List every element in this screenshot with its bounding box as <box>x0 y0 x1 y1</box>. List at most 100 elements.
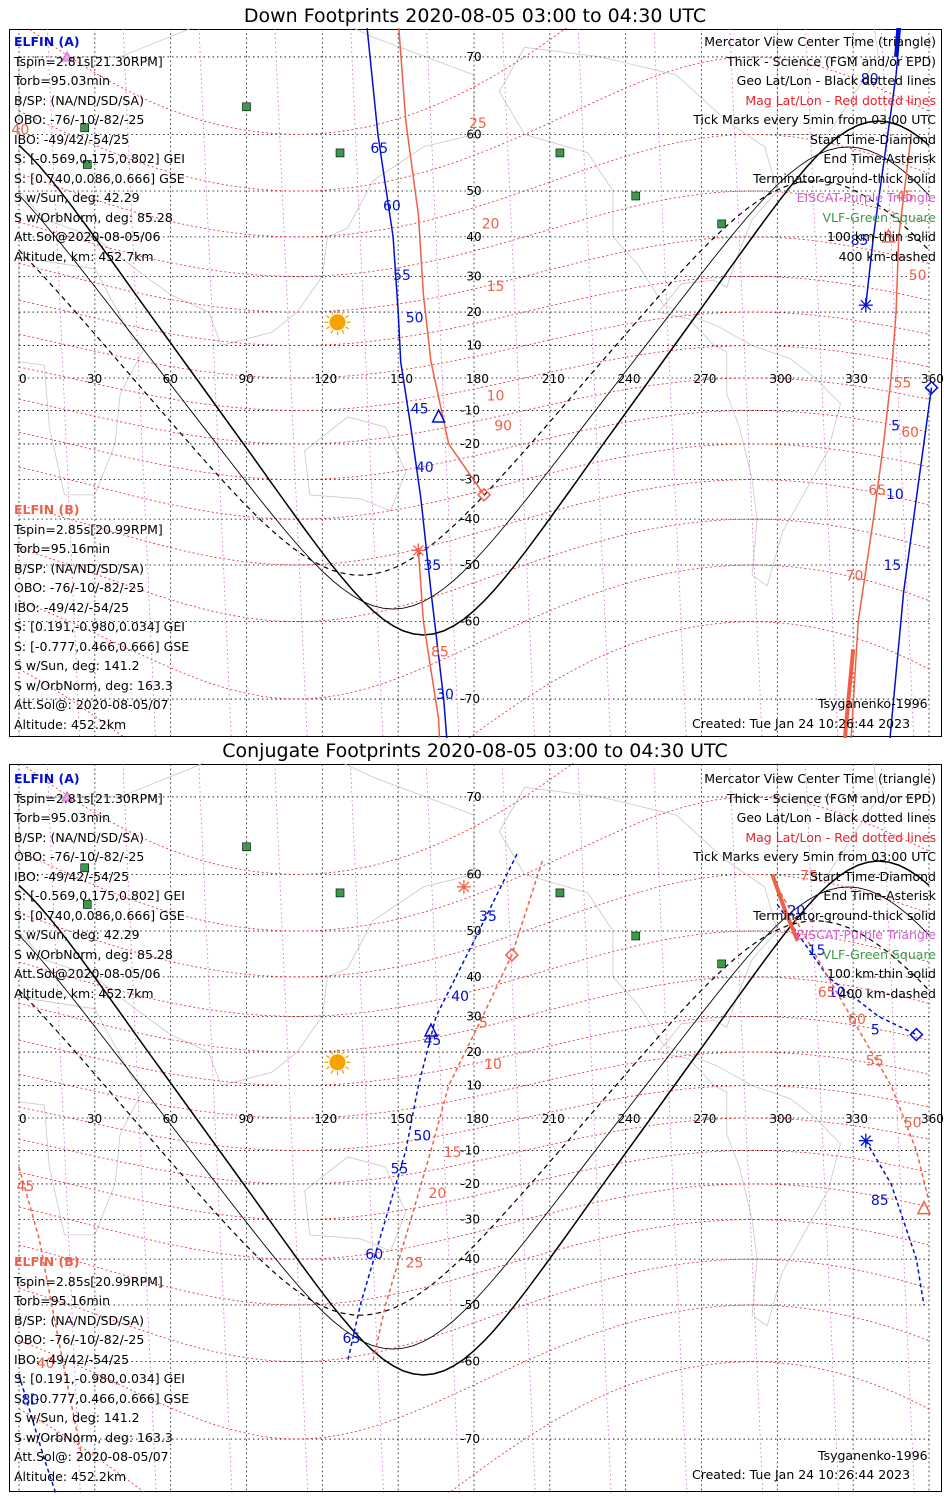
sun-ray <box>330 329 334 334</box>
elfin-a-info-down: ELFIN (A) Tspin=2.81s[21.30RPM] Torb=95.… <box>14 32 185 266</box>
elfin-b-line: Torb=95.16min <box>14 541 111 556</box>
elfin-a-track <box>346 853 518 1362</box>
elfin-b-line: OBO: -76/-10/-82/-25 <box>14 1332 145 1347</box>
elfin-a-time-label: 80 <box>22 1392 40 1408</box>
elfin-b-end-asterisk-icon <box>411 543 426 558</box>
elfin-a-time-label: 20 <box>787 903 805 919</box>
land-outline <box>498 46 841 587</box>
elfin-a-line: Torb=95.03min <box>14 810 111 825</box>
elfin-b-line: Att.Sol@: 2020-08-05/07 <box>14 1449 169 1464</box>
elfin-b-time-label: 55 <box>894 376 912 392</box>
legend-conjugate: Mercator View Center Time (triangle) Thi… <box>693 769 936 1003</box>
elfin-b-line: Tspin=2.85s[20.99RPM] <box>14 521 163 537</box>
elfin-a-line: IBO: -49/42/-54/25 <box>14 131 130 147</box>
elfin-a-line: S: [0.740,0.086,0.666] GSE <box>14 907 185 923</box>
legend-entry: VLF-Green Square <box>822 209 936 225</box>
terminator-100km <box>18 146 930 610</box>
created-timestamp: Created: Tue Jan 24 10:26:44 2023 <box>692 716 911 731</box>
lat-tick-label: -20 <box>460 437 480 451</box>
elfin-b-line: S: [0.191,-0.980,0.034] GEI <box>14 1371 185 1386</box>
panel-title-down: Down Footprints 2020-08-05 03:00 to 04:3… <box>243 5 707 27</box>
eiscat-triangle-icon <box>61 790 73 802</box>
mag-parallel <box>18 1258 930 1363</box>
lon-tick-label: 210 <box>542 372 565 386</box>
elfin-a-line: S w/OrbNorm, deg: 85.28 <box>14 946 173 962</box>
mag-parallel <box>18 479 930 566</box>
lon-tick-label: 330 <box>845 1112 868 1126</box>
legend-entry: Geo Lat/Lon - Black dotted lines <box>736 73 936 88</box>
elfin-a-line: Att.Sol@2020-08-05/06 <box>14 966 161 981</box>
elfin-b-line: Tspin=2.85s[20.99RPM] <box>14 1273 163 1289</box>
elfin-b-track <box>372 860 544 1362</box>
legend-entry: EISCAT-Purple Triangle <box>796 927 936 942</box>
lat-tick-label: -70 <box>460 1432 480 1446</box>
panel-title-conjugate: Conjugate Footprints 2020-08-05 03:00 to… <box>222 740 728 762</box>
lat-tick-label: 20 <box>466 305 481 319</box>
sun-ray <box>330 310 334 315</box>
lon-tick-label: 120 <box>314 372 337 386</box>
mag-parallel <box>18 56 930 192</box>
vlf-site-icon <box>80 123 90 133</box>
lat-tick-label: -40 <box>460 1252 480 1266</box>
sun-ray <box>344 326 350 330</box>
vlf-site-icon <box>717 959 727 969</box>
mag-parallel <box>18 518 930 623</box>
elfin-b-line: Altitude: 452.2km <box>14 1468 127 1484</box>
map-conjugate-footprints: 0 30 60 90 120 150 180 210 240 270 300 330 360 70 60 50… <box>9 763 944 1493</box>
lat-tick-label: 70 <box>466 790 481 804</box>
vlf-site-icon <box>717 219 727 229</box>
mag-parallel <box>18 345 930 411</box>
legend-entry: 400 km-dashed <box>838 248 936 264</box>
elfin-b-time-label: 5 <box>479 1015 488 1031</box>
elfin-b-time-label: 70 <box>846 569 864 585</box>
elfin-b-info-conjugate: ELFIN (B) Tspin=2.85s[20.99RPM] Torb=95.… <box>14 1252 189 1486</box>
sun-ray <box>344 315 350 319</box>
elfin-a-time-label: 35 <box>423 558 441 574</box>
elfin-a-start-diamond-icon <box>924 380 939 395</box>
sun-ray <box>341 329 345 334</box>
elfin-b-time-label: 50 <box>909 268 927 284</box>
elfin-a-time-label: 65 <box>343 1331 361 1347</box>
elfin-a-line: IBO: -49/42/-54/25 <box>14 868 130 884</box>
elfin-b-time-label: 45 <box>896 189 914 205</box>
lat-tick-label: 60 <box>466 867 481 881</box>
elfin-a-line: OBO: -76/-10/-82/-25 <box>14 112 145 127</box>
sun-ray <box>341 1050 345 1055</box>
elfin-a-header: ELFIN (A) <box>14 34 80 49</box>
elfin-b-time-label: 20 <box>429 1186 447 1202</box>
elfin-b-time-label: 20 <box>482 216 500 232</box>
elfin-a-track <box>366 28 448 738</box>
elfin-b-line: S: [-0.777,0.466,0.666] GSE <box>14 638 190 654</box>
lat-tick-label: 50 <box>466 924 481 938</box>
elfin-a-line: Altitude, km: 452.7km <box>14 985 154 1001</box>
lat-tick-label: -40 <box>460 512 480 526</box>
legend-entry: 100 km-thin solid <box>827 229 936 244</box>
lon-tick-label: 150 <box>390 1112 413 1126</box>
sun-ray <box>330 1069 334 1074</box>
elfin-b-time-label: 40 <box>37 1356 55 1372</box>
lat-tick-label: -60 <box>460 1355 480 1369</box>
vlf-site-icon <box>242 842 251 852</box>
vlf-site-icon <box>335 888 345 898</box>
land-outline <box>304 416 407 512</box>
elfin-b-info-down: ELFIN (B) Tspin=2.85s[20.99RPM] Torb=95.… <box>14 500 189 734</box>
mag-parallel <box>18 1219 930 1306</box>
lon-tick-label: 30 <box>87 372 102 386</box>
lat-tick-label: 40 <box>466 970 481 984</box>
terminator-100km <box>18 886 930 1350</box>
elfin-b-track-east <box>850 134 913 738</box>
elfin-b-time-label: 65 <box>868 483 886 499</box>
elfin-a-line: B/SP: (NA/ND/SD/SA) <box>14 829 144 845</box>
lat-tick-label: 10 <box>466 339 481 353</box>
mag-parallel <box>18 1051 930 1119</box>
model-label: Tsyganenko-1996 <box>818 696 928 711</box>
elfin-a-time-label: 50 <box>406 310 424 326</box>
mag-parallel <box>18 236 930 313</box>
elfin-a-track-south <box>889 387 933 738</box>
map-down-footprints: 0 30 60 90 120 150 180 210 240 270 300 330 360 70 60 50… <box>9 28 944 738</box>
mag-parallel <box>18 976 930 1053</box>
mag-parallel <box>18 377 930 445</box>
map-frame <box>9 29 942 737</box>
elfin-b-track-east <box>776 886 930 1202</box>
elfin-a-time-label: 5 <box>871 1023 880 1039</box>
